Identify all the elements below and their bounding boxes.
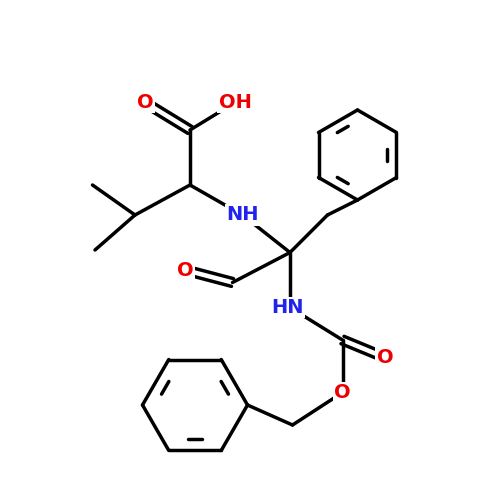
Text: NH: NH [226, 206, 259, 225]
Text: OH: OH [218, 93, 252, 112]
Text: O: O [136, 93, 154, 112]
Text: HN: HN [271, 298, 304, 317]
Text: O: O [334, 383, 351, 402]
Text: O: O [376, 348, 394, 367]
Text: O: O [176, 260, 194, 280]
